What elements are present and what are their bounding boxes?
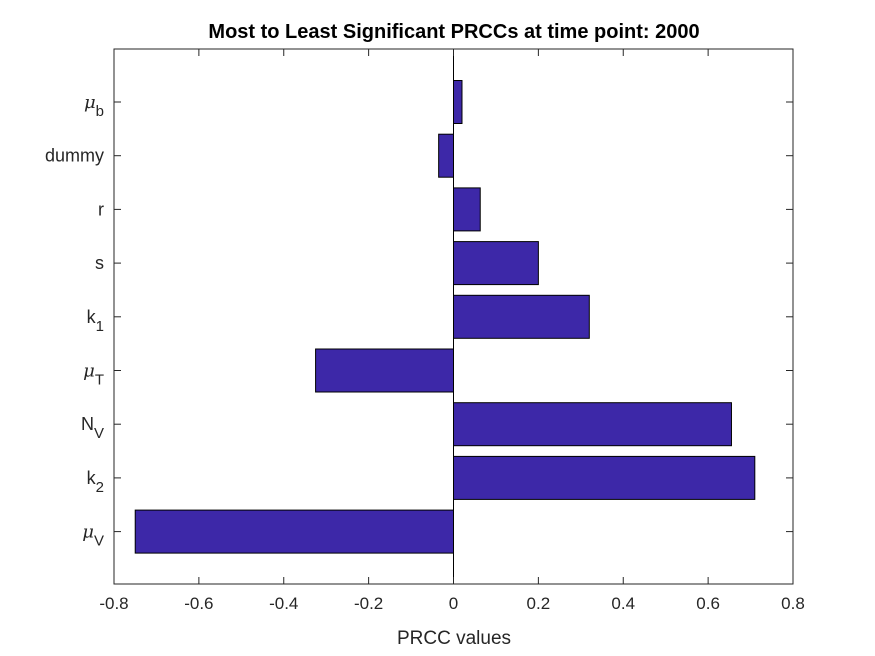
- bar: [453, 80, 463, 124]
- x-tick-label: 0.4: [611, 594, 635, 613]
- x-tick-label: -0.2: [354, 594, 383, 613]
- y-category-label: μb: [84, 92, 104, 120]
- y-axis-ticks: μb dummy r s k1 μT NV k2 μV: [45, 92, 793, 550]
- bar: [134, 509, 454, 554]
- x-axis-label: PRCC values: [397, 628, 511, 649]
- y-category-label: μV: [82, 522, 104, 550]
- x-tick-label: -0.4: [269, 594, 298, 613]
- x-tick-label: 0.6: [696, 594, 720, 613]
- chart-title: Most to Least Significant PRCCs at time …: [208, 21, 699, 43]
- bar: [453, 294, 590, 339]
- y-category-label: dummy: [45, 146, 104, 166]
- bar: [453, 187, 481, 232]
- bar: [453, 455, 756, 500]
- x-tick-label: 0: [449, 594, 458, 613]
- x-axis-ticks: -0.8 -0.6 -0.4 -0.2 0 0.2 0.4 0.6 0.8: [99, 49, 805, 613]
- y-category-label: NV: [81, 414, 104, 442]
- bar: [438, 133, 455, 178]
- bar: [315, 348, 454, 393]
- x-tick-label: -0.8: [99, 594, 128, 613]
- bar: [453, 402, 732, 447]
- y-category-label: μT: [83, 361, 104, 389]
- x-tick-label: 0.8: [781, 594, 805, 613]
- bars-group: [134, 80, 756, 554]
- y-category-label: r: [98, 199, 104, 219]
- y-category-label: k1: [87, 307, 104, 335]
- x-tick-label: -0.6: [184, 594, 213, 613]
- y-category-label: k2: [87, 468, 104, 496]
- bar: [453, 241, 539, 286]
- y-category-label: s: [95, 253, 104, 273]
- x-tick-label: 0.2: [527, 594, 551, 613]
